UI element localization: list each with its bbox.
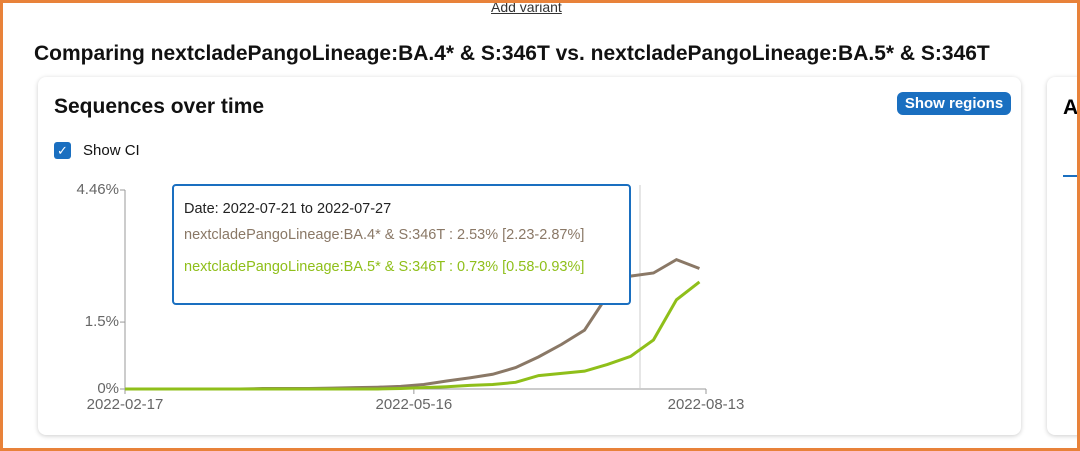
y-tick-label: 4.46% <box>76 181 119 198</box>
add-variant-link[interactable]: Add variant <box>491 0 562 15</box>
tooltip-date: Date: 2022-07-21 to 2022-07-27 <box>184 201 392 217</box>
page-title: Comparing nextcladePangoLineage:BA.4* & … <box>34 42 990 65</box>
x-tick-label: 2022-05-16 <box>375 396 452 413</box>
y-tick-label: 0% <box>97 380 119 397</box>
chart: 2022-08-13 2022-05-16 2022-02-17 4.46% 1.5% 0… <box>76 181 745 413</box>
side-title: A <box>1063 96 1079 119</box>
x-tick-label: 2022-08-13 <box>668 396 745 413</box>
checkbox[interactable]: ✓ <box>54 142 71 159</box>
tooltip: Date: 2022-07-21 to 2022-07-27 nextclade… <box>172 184 631 305</box>
side-card <box>1047 77 1077 435</box>
tooltip-line: nextcladePangoLineage:BA.5* & S:346T : 0… <box>184 259 585 275</box>
show-regions-button[interactable]: Show regions <box>897 92 1011 115</box>
x-tick-label: 2022-02-17 <box>87 396 164 413</box>
series-line <box>125 280 701 391</box>
tooltip-line: nextcladePangoLineage:BA.4* & S:346T : 2… <box>184 227 585 243</box>
y-tick-label: 1.5% <box>85 313 119 330</box>
checkbox-label[interactable]: Show CI <box>83 142 140 159</box>
tab-indicator <box>1063 175 1077 177</box>
card-title: Sequences over time <box>54 95 265 118</box>
